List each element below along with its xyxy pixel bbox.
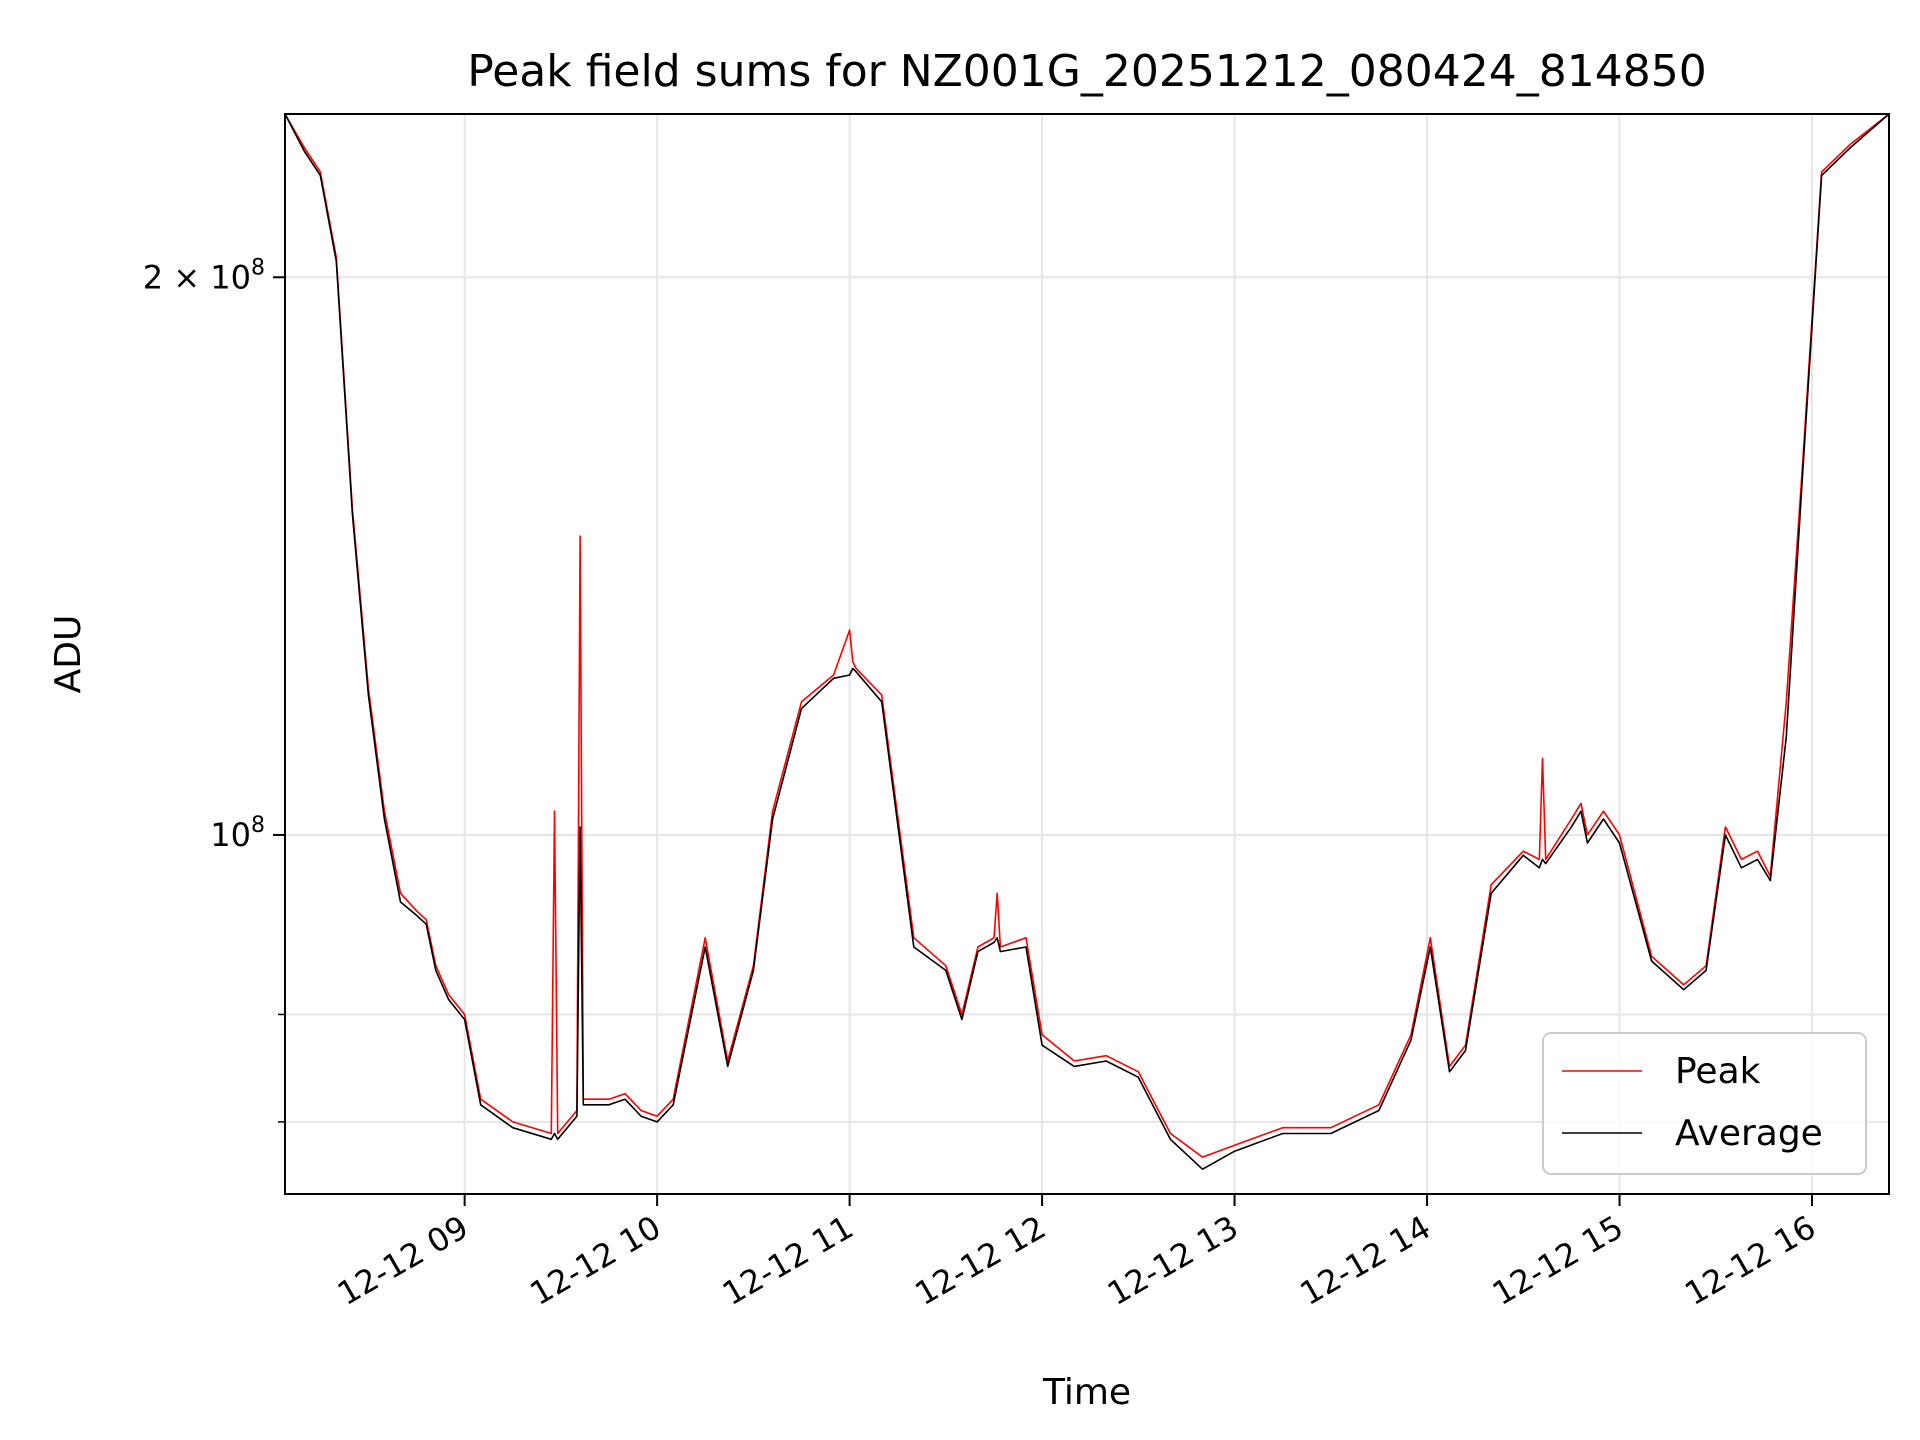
y-axis-label: ADU bbox=[48, 615, 89, 694]
chart-title: Peak field sums for NZ001G_20251212_0804… bbox=[467, 46, 1706, 97]
series-lines bbox=[284, 113, 1890, 1170]
series-line-peak bbox=[284, 113, 1890, 1158]
plot-frame bbox=[284, 113, 1890, 1195]
y-tick-label: 108 bbox=[210, 813, 265, 854]
legend-box bbox=[1542, 1032, 1867, 1175]
y-axis-ticks: 2 × 108 108 bbox=[143, 255, 285, 1123]
series-line-average bbox=[284, 113, 1890, 1170]
legend-label-average: Average bbox=[1675, 1113, 1823, 1154]
y-tick-label: 2 × 108 bbox=[143, 255, 265, 296]
legend-label-peak: Peak bbox=[1675, 1051, 1761, 1092]
x-axis-label: Time bbox=[1042, 1372, 1131, 1413]
legend: Peak Average bbox=[1542, 1032, 1867, 1175]
